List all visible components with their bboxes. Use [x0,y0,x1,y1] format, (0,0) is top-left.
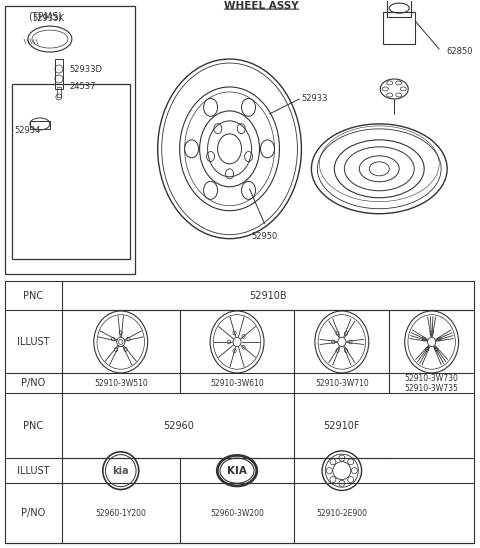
Text: 24537: 24537 [70,82,96,92]
Text: WHEEL ASSY: WHEEL ASSY [224,1,299,11]
Bar [5,6,135,273]
Bar [387,0,411,17]
Text: 52960-3W200: 52960-3W200 [210,509,264,517]
Text: 52910-3W710: 52910-3W710 [315,379,369,388]
Text: 52933: 52933 [301,94,328,104]
Text: 52910F: 52910F [324,421,360,431]
Text: 52910-3W610: 52910-3W610 [210,379,264,388]
Text: ILLUST: ILLUST [17,466,50,476]
Text: 52933K: 52933K [32,14,64,22]
Text: 52934: 52934 [15,127,41,135]
Text: 62850: 62850 [446,47,473,55]
Text: PNC: PNC [24,290,44,300]
Text: ILLUST: ILLUST [17,337,50,347]
Bar [383,12,415,44]
Bar [30,121,50,129]
Text: 52910B: 52910B [249,290,287,300]
Text: P/NO: P/NO [21,508,46,518]
Text: kia: kia [112,466,129,476]
Text: KIA: KIA [227,466,247,476]
Bar [55,59,63,89]
Text: PNC: PNC [24,421,44,431]
Text: 52910-2E900: 52910-2E900 [316,509,367,517]
Text: 52950: 52950 [252,232,277,241]
Text: 52910-3W510: 52910-3W510 [94,379,148,388]
Text: 52960: 52960 [163,421,193,431]
Bar [57,87,61,97]
Bar [5,281,474,543]
Text: P/NO: P/NO [21,378,46,389]
Bar [12,84,130,259]
Text: 52933D: 52933D [70,65,103,73]
Text: 52960-1Y200: 52960-1Y200 [96,509,146,517]
Text: 52910-3W730
52910-3W735: 52910-3W730 52910-3W735 [405,374,458,393]
Text: (TPMS): (TPMS) [28,11,62,21]
